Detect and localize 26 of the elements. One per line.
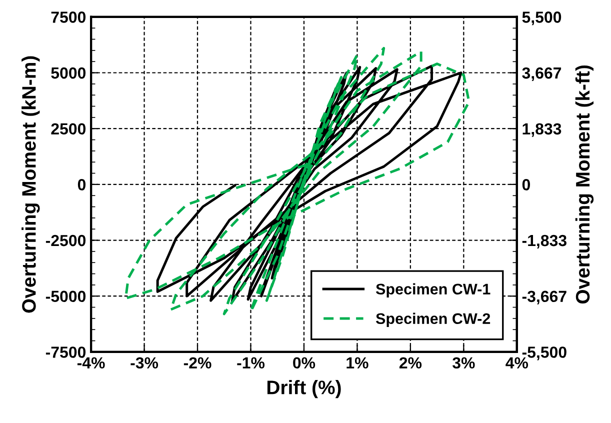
y2-tick-label: -3,667	[522, 290, 566, 304]
x-tick-label: -4%	[77, 357, 105, 368]
legend-label: Specimen CW-1	[376, 283, 490, 298]
y2-tick-label: 3,667	[522, 67, 562, 82]
y2-axis-title: Overturning Moment (k-ft)	[575, 65, 594, 304]
y-tick-label: -2500	[46, 234, 86, 246]
x-tick-label: 2%	[399, 357, 422, 368]
y2-tick-label: 1,833	[522, 123, 562, 137]
x-tick-label: -2%	[184, 357, 212, 368]
legend-label: Specimen CW-2	[376, 312, 490, 328]
y-tick-label: 2500	[51, 123, 86, 135]
y-tick-label: -7500	[46, 346, 86, 358]
y-axis-title: Overturning Moment (kN-m)	[22, 56, 40, 313]
x-tick-label: 3%	[452, 357, 475, 369]
y2-tick-label: 0	[522, 179, 530, 190]
x-tick-label: -3%	[130, 357, 158, 369]
y-tick-label: 7500	[51, 12, 86, 23]
y2-tick-label: 5,500	[522, 12, 562, 26]
x-axis-title: Drift (%)	[267, 380, 341, 398]
y-tick-label: 0	[78, 179, 86, 190]
x-tick-label: 0%	[293, 357, 316, 369]
x-tick-label: 1%	[346, 357, 368, 368]
y-tick-label: 5000	[51, 67, 86, 79]
x-tick-label: -1%	[237, 357, 265, 368]
y-tick-label: -5000	[46, 290, 86, 302]
y2-tick-label: -1,833	[522, 234, 566, 249]
